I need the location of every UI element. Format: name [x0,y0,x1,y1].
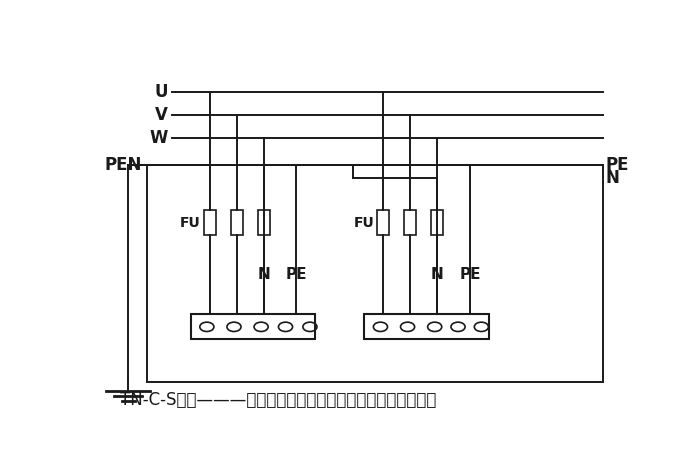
Bar [431,210,443,235]
Text: PE: PE [459,267,481,282]
Text: N: N [431,267,444,282]
Text: N: N [258,267,270,282]
Text: FU: FU [354,216,374,230]
Bar [204,210,216,235]
Text: PEN: PEN [104,157,141,174]
Text: V: V [155,106,168,124]
Text: U: U [154,83,168,101]
Bar [231,210,243,235]
Bar [258,210,270,235]
Text: PE: PE [606,157,629,174]
Text: FU: FU [180,216,201,230]
Text: N: N [606,169,620,187]
Bar [377,210,389,235]
Bar [364,314,489,339]
Text: TN-C-S系统———系统中有一部分中性线与保护线是合一的。: TN-C-S系统———系统中有一部分中性线与保护线是合一的。 [120,391,436,409]
Text: PE: PE [286,267,307,282]
Bar [190,314,315,339]
Bar [405,210,416,235]
Text: W: W [149,130,168,147]
Bar [147,165,603,383]
